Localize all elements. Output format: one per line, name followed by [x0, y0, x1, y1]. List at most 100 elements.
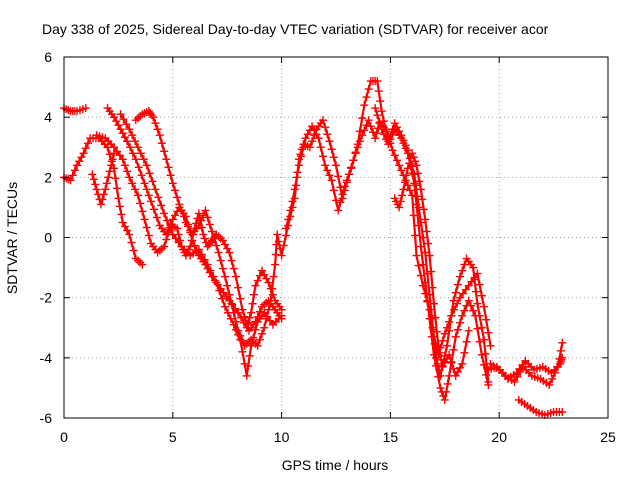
y-tick-label: -6 — [40, 410, 53, 426]
data-point — [113, 184, 121, 192]
data-point — [452, 289, 460, 297]
data-point — [478, 292, 486, 300]
data-point — [247, 309, 255, 317]
series-prn-h — [282, 77, 492, 386]
x-tick-label: 5 — [169, 429, 177, 445]
data-point — [217, 257, 225, 265]
data-point — [114, 194, 122, 202]
data-point — [272, 251, 280, 259]
data-point — [151, 185, 159, 193]
data-point — [153, 213, 161, 221]
sdtvar-chart: Day 338 of 2025, Sidereal Day-to-day VTE… — [0, 0, 640, 480]
data-point — [88, 170, 96, 178]
data-point — [206, 220, 214, 228]
data-point — [557, 347, 565, 355]
data-point — [103, 179, 111, 187]
data-point — [321, 123, 329, 131]
data-point — [334, 172, 342, 180]
data-point — [444, 380, 452, 388]
data-point — [236, 295, 244, 303]
data-point — [101, 185, 109, 193]
series-prn-m — [515, 396, 567, 419]
data-point — [411, 231, 419, 239]
data-point — [473, 325, 481, 333]
data-point — [160, 209, 168, 217]
data-point — [136, 199, 144, 207]
data-point — [463, 338, 471, 346]
data-point — [417, 185, 425, 193]
data-point — [135, 163, 143, 171]
data-point — [232, 273, 240, 281]
data-point — [454, 281, 462, 289]
series-prn-i — [371, 104, 492, 404]
data-point — [127, 239, 135, 247]
data-point — [323, 130, 331, 138]
chart-title: Day 338 of 2025, Sidereal Day-to-day VTE… — [42, 21, 549, 37]
data-point — [164, 163, 172, 171]
data-point — [420, 205, 428, 213]
data-point — [215, 287, 223, 295]
y-tick-label: 2 — [44, 169, 52, 185]
y-tick-label: 6 — [44, 49, 52, 65]
data-point — [558, 339, 566, 347]
data-point — [201, 235, 209, 243]
axis-ticks: 0 5 10 15 20 25-6-4-20246 — [40, 49, 616, 445]
data-point — [439, 337, 447, 345]
data-point — [476, 338, 484, 346]
data-point — [143, 223, 151, 231]
data-point — [160, 147, 168, 155]
data-point — [243, 372, 251, 380]
x-axis-label: GPS time / hours — [282, 457, 389, 473]
data-point — [452, 333, 460, 341]
data-point — [360, 101, 368, 109]
data-point — [111, 174, 119, 182]
data-point — [365, 85, 373, 93]
data-point — [234, 284, 242, 292]
data-point — [373, 111, 381, 119]
data-point — [271, 261, 279, 269]
data-point — [278, 252, 286, 260]
x-tick-label: 25 — [600, 429, 616, 445]
data-point — [349, 156, 357, 164]
y-tick-label: -2 — [40, 290, 53, 306]
data-point — [465, 327, 473, 335]
data-point — [443, 342, 451, 350]
data-point — [295, 161, 303, 169]
data-point — [93, 185, 101, 193]
data-point — [169, 179, 177, 187]
data-point — [460, 349, 468, 357]
data-point — [148, 177, 156, 185]
data-point — [319, 152, 327, 160]
data-point — [104, 173, 112, 181]
data-point — [317, 143, 325, 151]
data-point — [249, 300, 257, 308]
data-point — [376, 97, 384, 105]
data-point — [423, 227, 431, 235]
data-point — [480, 336, 488, 344]
data-point — [157, 201, 165, 209]
data-point — [167, 171, 175, 179]
data-series — [60, 77, 566, 419]
data-point — [410, 179, 418, 187]
data-point — [171, 186, 179, 194]
data-point — [91, 180, 99, 188]
data-point — [90, 175, 98, 183]
data-point — [150, 205, 158, 213]
x-tick-label: 10 — [274, 429, 290, 445]
series-trace — [64, 138, 142, 264]
data-point — [472, 288, 480, 296]
data-point — [330, 153, 338, 161]
data-point — [482, 316, 490, 324]
data-point — [130, 247, 138, 255]
data-point — [436, 384, 444, 392]
data-point — [413, 252, 421, 260]
data-point — [230, 265, 238, 273]
data-point — [117, 210, 125, 218]
data-point — [228, 257, 236, 265]
data-point — [246, 352, 254, 360]
data-point — [270, 273, 278, 281]
x-tick-label: 15 — [383, 429, 399, 445]
data-point — [282, 231, 290, 239]
data-point — [325, 137, 333, 145]
data-point — [146, 169, 154, 177]
